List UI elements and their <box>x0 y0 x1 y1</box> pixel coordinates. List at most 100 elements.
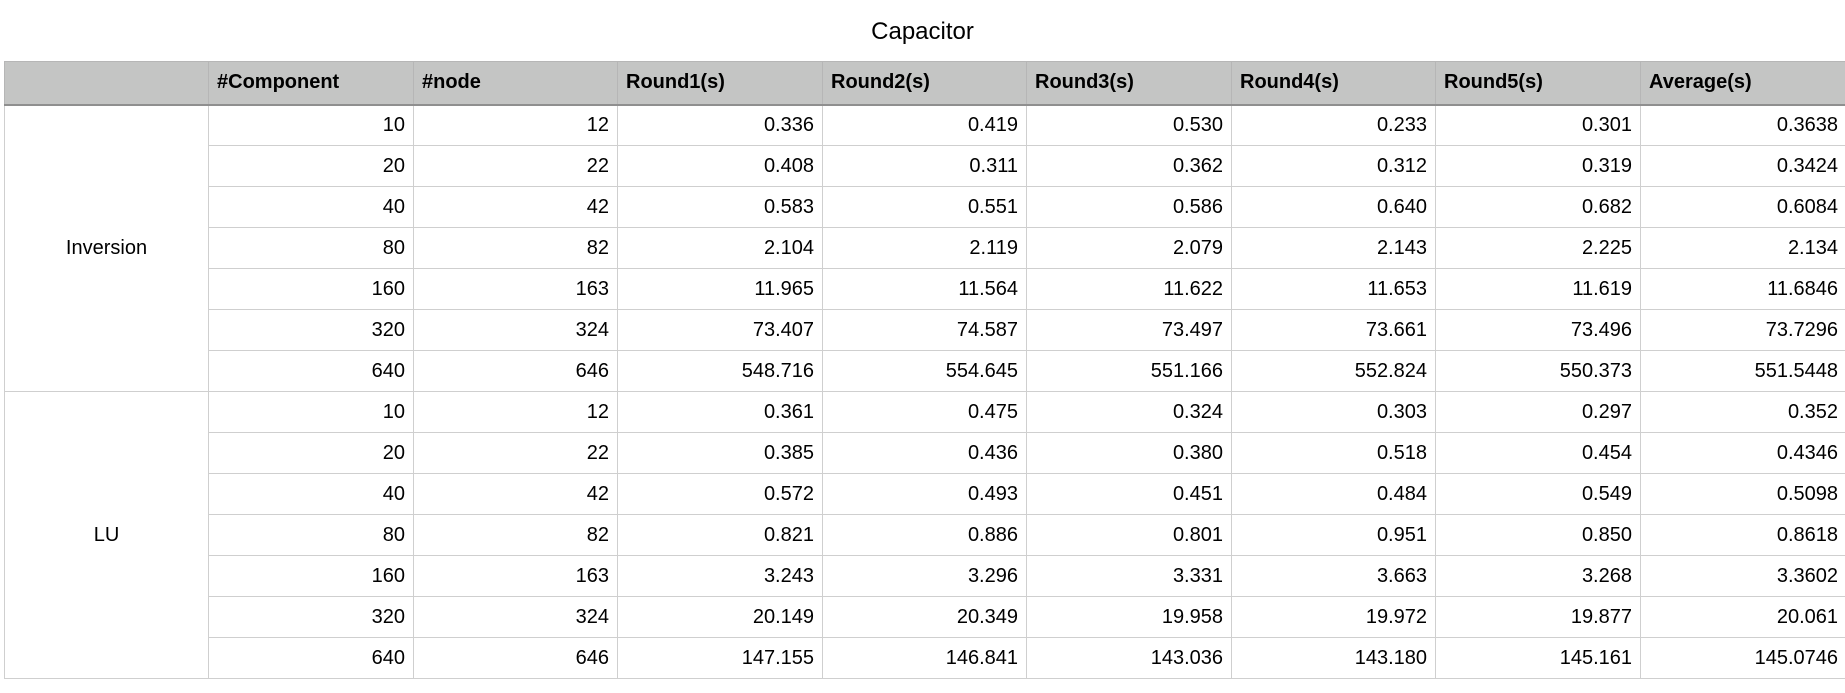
table-row: 40 42 0.572 0.493 0.451 0.484 0.549 0.5098 <box>5 473 1845 515</box>
header-cell-round3: Round3(s) <box>1026 61 1232 106</box>
header-cell-component: #Component <box>208 61 414 106</box>
cell-round3: 0.380 <box>1026 432 1232 474</box>
cell-node: 324 <box>413 309 618 351</box>
cell-node: 646 <box>413 637 618 679</box>
cell-round2: 0.551 <box>822 186 1027 228</box>
cell-round3: 19.958 <box>1026 596 1232 638</box>
header-cell-round2: Round2(s) <box>822 61 1027 106</box>
cell-node: 12 <box>413 104 618 146</box>
cell-round2: 3.296 <box>822 555 1027 597</box>
cell-round5: 11.619 <box>1435 268 1641 310</box>
cell-component: 40 <box>208 473 414 515</box>
header-cell-round4: Round4(s) <box>1231 61 1436 106</box>
cell-node: 82 <box>413 227 618 269</box>
cell-round2: 0.419 <box>822 104 1027 146</box>
cell-round4: 19.972 <box>1231 596 1436 638</box>
header-cell-average: Average(s) <box>1640 61 1845 106</box>
table-row: LU 10 12 0.361 0.475 0.324 0.303 0.297 0.352 <box>4 391 1845 679</box>
cell-round3: 3.331 <box>1026 555 1232 597</box>
cell-round5: 0.297 <box>1435 391 1641 433</box>
table-row: 40 42 0.583 0.551 0.586 0.640 0.682 0.6084 <box>5 186 1845 228</box>
cell-round3: 11.622 <box>1026 268 1232 310</box>
cell-component: 40 <box>208 186 414 228</box>
cell-round1: 0.385 <box>617 432 823 474</box>
cell-node: 324 <box>413 596 618 638</box>
cell-node: 646 <box>413 350 618 392</box>
table-row: 160 163 11.965 11.564 11.622 11.653 11.619 11.6… <box>5 268 1845 310</box>
cell-component: 160 <box>208 555 414 597</box>
cell-node: 82 <box>413 514 618 556</box>
cell-round1: 0.361 <box>617 391 823 433</box>
table-row: 320 324 20.149 20.349 19.958 19.972 19.877 20.0… <box>5 596 1845 638</box>
cell-round4: 0.303 <box>1231 391 1436 433</box>
cell-average: 0.3638 <box>1640 104 1845 146</box>
cell-average: 11.6846 <box>1640 268 1845 310</box>
header-cell-node: #node <box>413 61 618 106</box>
cell-round2: 74.587 <box>822 309 1027 351</box>
cell-average: 551.5448 <box>1640 350 1845 392</box>
cell-round4: 0.233 <box>1231 104 1436 146</box>
cell-component: 10 <box>208 391 414 433</box>
cell-node: 22 <box>413 432 618 474</box>
group-label-inversion: Inversion <box>4 104 209 392</box>
cell-average: 0.6084 <box>1640 186 1845 228</box>
cell-round3: 0.530 <box>1026 104 1232 146</box>
cell-component: 20 <box>208 145 414 187</box>
cell-round5: 0.682 <box>1435 186 1641 228</box>
cell-round4: 2.143 <box>1231 227 1436 269</box>
cell-average: 0.4346 <box>1640 432 1845 474</box>
cell-round3: 0.362 <box>1026 145 1232 187</box>
cell-round4: 143.180 <box>1231 637 1436 679</box>
cell-round2: 0.475 <box>822 391 1027 433</box>
cell-round5: 19.877 <box>1435 596 1641 638</box>
cell-component: 320 <box>208 309 414 351</box>
cell-round4: 0.640 <box>1231 186 1436 228</box>
cell-round2: 554.645 <box>822 350 1027 392</box>
cell-component: 640 <box>208 637 414 679</box>
cell-average: 0.352 <box>1640 391 1845 433</box>
cell-round2: 20.349 <box>822 596 1027 638</box>
cell-round1: 73.407 <box>617 309 823 351</box>
cell-round4: 0.518 <box>1231 432 1436 474</box>
cell-round3: 551.166 <box>1026 350 1232 392</box>
cell-average: 73.7296 <box>1640 309 1845 351</box>
cell-round3: 73.497 <box>1026 309 1232 351</box>
cell-node: 22 <box>413 145 618 187</box>
cell-round4: 0.484 <box>1231 473 1436 515</box>
cell-round3: 0.801 <box>1026 514 1232 556</box>
cell-round1: 2.104 <box>617 227 823 269</box>
cell-node: 12 <box>413 391 618 433</box>
cell-component: 640 <box>208 350 414 392</box>
cell-average: 3.3602 <box>1640 555 1845 597</box>
cell-average: 145.0746 <box>1640 637 1845 679</box>
cell-node: 42 <box>413 473 618 515</box>
table-row: 160 163 3.243 3.296 3.331 3.663 3.268 3.3602 <box>5 555 1845 597</box>
header-cell-round1: Round1(s) <box>617 61 823 106</box>
cell-round1: 0.408 <box>617 145 823 187</box>
cell-round3: 143.036 <box>1026 637 1232 679</box>
table-row: 20 22 0.408 0.311 0.362 0.312 0.319 0.3424 <box>5 145 1845 187</box>
cell-round4: 552.824 <box>1231 350 1436 392</box>
results-table: #Component #node Round1(s) Round2(s) Rou… <box>4 61 1845 679</box>
cell-round3: 0.324 <box>1026 391 1232 433</box>
table-row: 320 324 73.407 74.587 73.497 73.661 73.496 73.7… <box>5 309 1845 351</box>
cell-component: 320 <box>208 596 414 638</box>
table-row: 640 646 147.155 146.841 143.036 143.180 145.16… <box>5 637 1845 679</box>
cell-round4: 11.653 <box>1231 268 1436 310</box>
cell-round1: 0.572 <box>617 473 823 515</box>
cell-average: 20.061 <box>1640 596 1845 638</box>
cell-round2: 2.119 <box>822 227 1027 269</box>
cell-round1: 0.583 <box>617 186 823 228</box>
cell-round1: 147.155 <box>617 637 823 679</box>
cell-round2: 11.564 <box>822 268 1027 310</box>
header-cell-group <box>4 61 209 106</box>
cell-component: 20 <box>208 432 414 474</box>
cell-round1: 548.716 <box>617 350 823 392</box>
table-row: 80 82 2.104 2.119 2.079 2.143 2.225 2.134 <box>5 227 1845 269</box>
cell-round3: 0.451 <box>1026 473 1232 515</box>
cell-round5: 0.319 <box>1435 145 1641 187</box>
cell-round2: 146.841 <box>822 637 1027 679</box>
cell-component: 80 <box>208 514 414 556</box>
cell-round1: 3.243 <box>617 555 823 597</box>
table-title: Capacitor <box>871 18 974 45</box>
